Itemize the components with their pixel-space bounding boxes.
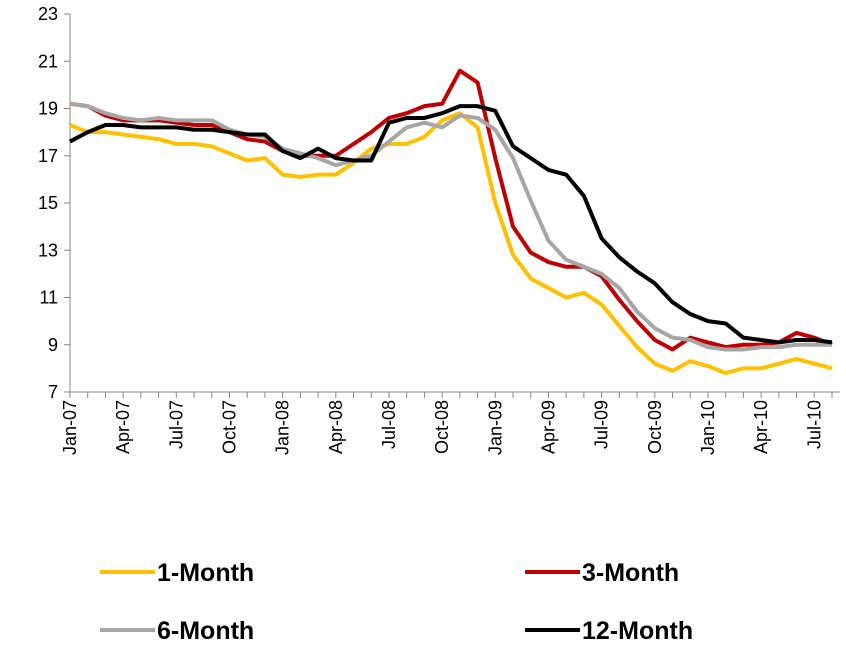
x-tick-label: Jul-08 [379, 400, 399, 449]
x-tick-label: Jan-10 [698, 400, 718, 455]
y-tick-label: 19 [38, 99, 58, 119]
legend-label: 12-Month [582, 617, 693, 645]
x-tick-label: Oct-07 [219, 400, 239, 454]
x-tick-label: Jan-07 [60, 400, 80, 455]
series-line [69, 104, 833, 345]
x-tick-label: Jul-07 [166, 400, 186, 449]
series-line [69, 68, 833, 352]
y-tick-label: 7 [48, 382, 58, 402]
x-tick-label: Jan-09 [485, 400, 505, 455]
y-tick-label: 17 [38, 146, 58, 166]
legend-label: 3-Month [582, 559, 679, 587]
legend-label: 6-Month [157, 617, 254, 645]
series-line [69, 111, 833, 376]
x-tick-label: Apr-08 [326, 400, 346, 454]
x-tick-label: Jan-08 [273, 400, 293, 455]
y-tick-label: 13 [38, 240, 58, 260]
y-tick-label: 23 [38, 4, 58, 24]
y-tick-label: 15 [38, 193, 58, 213]
x-tick-label: Oct-08 [432, 400, 452, 454]
x-tick-label: Jul-10 [804, 400, 824, 449]
y-tick-label: 9 [48, 335, 58, 355]
x-tick-label: Apr-07 [113, 400, 133, 454]
series-line [69, 101, 832, 352]
x-tick-label: Apr-09 [538, 400, 558, 454]
x-tick-label: Oct-09 [645, 400, 665, 454]
y-tick-label: 21 [38, 51, 58, 71]
y-tick-label: 11 [39, 288, 58, 308]
legend-label: 1-Month [157, 559, 254, 587]
x-tick-label: Apr-10 [751, 400, 771, 454]
x-tick-label: Jul-09 [592, 400, 612, 449]
